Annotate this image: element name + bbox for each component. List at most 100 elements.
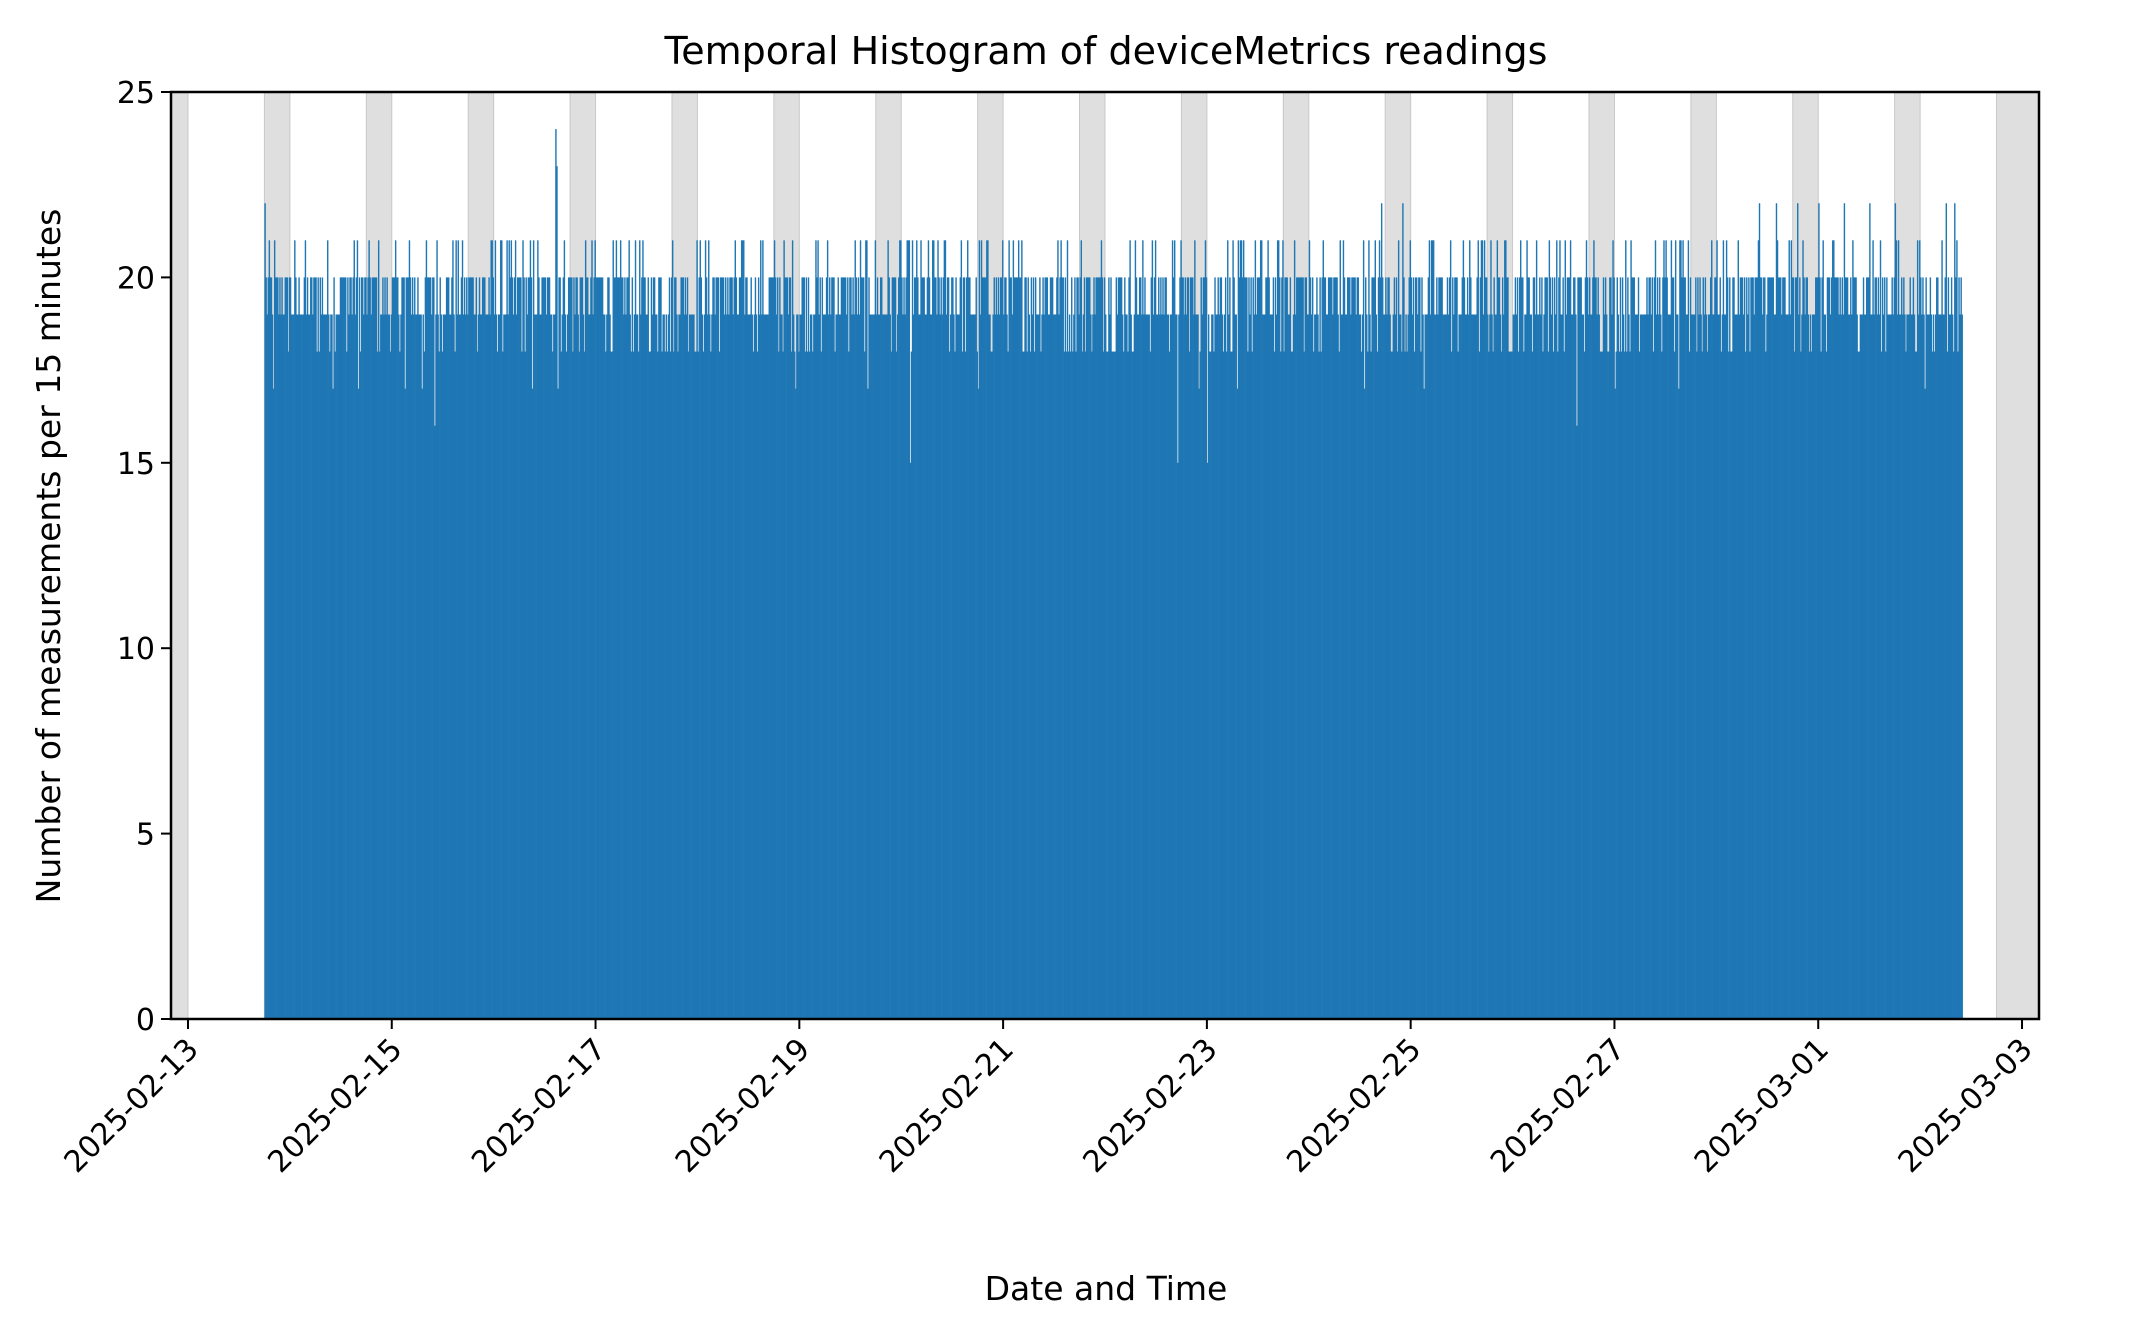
histogram-bar bbox=[293, 314, 295, 1020]
histogram-bar bbox=[1241, 277, 1244, 1019]
histogram-bar bbox=[1794, 277, 1797, 1019]
histogram-bar bbox=[1939, 314, 1941, 1020]
histogram-bar bbox=[760, 240, 762, 1019]
histogram-bar bbox=[1915, 351, 1918, 1019]
histogram-bar bbox=[521, 351, 523, 1019]
histogram-bar bbox=[1348, 277, 1350, 1019]
histogram-bar bbox=[1546, 277, 1548, 1019]
y-tick-label: 25 bbox=[117, 76, 155, 111]
histogram-bar bbox=[740, 240, 743, 1019]
histogram-bar bbox=[1301, 277, 1303, 1019]
histogram-bar bbox=[705, 277, 708, 1019]
histogram-bar bbox=[1402, 203, 1404, 1020]
histogram-bar bbox=[938, 277, 940, 1019]
histogram-bar bbox=[1358, 314, 1361, 1020]
histogram-bar bbox=[916, 240, 918, 1019]
histogram-bar bbox=[1020, 277, 1022, 1019]
histogram-bar bbox=[1338, 351, 1340, 1019]
histogram-bar bbox=[1440, 277, 1442, 1019]
histogram-bar bbox=[1790, 240, 1793, 1019]
histogram-bar bbox=[442, 314, 445, 1020]
histogram-bar bbox=[1933, 351, 1936, 1019]
histogram-bar bbox=[624, 277, 626, 1019]
histogram-bar bbox=[1408, 277, 1410, 1019]
histogram-bar bbox=[1827, 277, 1830, 1019]
histogram-bar bbox=[1060, 240, 1062, 1019]
histogram-bar bbox=[1844, 277, 1847, 1019]
histogram-bar bbox=[1306, 314, 1309, 1020]
histogram-bar bbox=[1777, 277, 1780, 1019]
histogram-bar bbox=[625, 314, 627, 1020]
histogram-bar bbox=[1100, 240, 1103, 1019]
histogram-bar bbox=[1613, 277, 1615, 1019]
histogram-bar bbox=[1153, 277, 1156, 1019]
histogram-bar bbox=[576, 277, 578, 1019]
histogram-bar bbox=[1615, 351, 1617, 1019]
histogram-bar bbox=[998, 314, 1001, 1020]
histogram-bar bbox=[1950, 277, 1953, 1019]
histogram-bar bbox=[842, 277, 845, 1019]
histogram-bar bbox=[808, 351, 811, 1019]
histogram-bar bbox=[1397, 240, 1400, 1019]
histogram-bar bbox=[1036, 314, 1038, 1020]
histogram-bar bbox=[847, 277, 849, 1019]
histogram-bar bbox=[721, 277, 724, 1019]
histogram-bar bbox=[511, 277, 514, 1019]
histogram-bar bbox=[1659, 277, 1661, 1019]
histogram-bar bbox=[988, 314, 990, 1020]
histogram-bar bbox=[1013, 277, 1016, 1019]
histogram-bar bbox=[1050, 277, 1053, 1019]
histogram-bar bbox=[1111, 351, 1113, 1019]
histogram-bar bbox=[477, 314, 480, 1020]
histogram-bar bbox=[1523, 351, 1525, 1019]
histogram-bar bbox=[324, 314, 327, 1020]
histogram-bar bbox=[1203, 277, 1206, 1019]
histogram-bar bbox=[1190, 277, 1193, 1019]
histogram-bar bbox=[627, 277, 629, 1019]
histogram-bar bbox=[1578, 277, 1580, 1019]
histogram-bar bbox=[1175, 314, 1177, 1020]
histogram-bar bbox=[1259, 240, 1262, 1019]
histogram-bar bbox=[271, 314, 274, 1020]
histogram-bar bbox=[318, 351, 320, 1019]
histogram-bar bbox=[1570, 314, 1573, 1020]
histogram-bar bbox=[422, 314, 424, 1020]
histogram-bar bbox=[1880, 351, 1883, 1019]
histogram-bar bbox=[1079, 277, 1081, 1019]
histogram-bar bbox=[1250, 277, 1252, 1019]
histogram-bar bbox=[1340, 314, 1343, 1020]
histogram-bar bbox=[358, 277, 361, 1019]
histogram-bar bbox=[350, 277, 352, 1019]
histogram-bar bbox=[621, 277, 623, 1019]
histogram-bar bbox=[1181, 277, 1183, 1019]
histogram-bar bbox=[1835, 277, 1837, 1019]
histogram-bar bbox=[270, 277, 273, 1019]
histogram-bar bbox=[480, 314, 483, 1020]
histogram-bar bbox=[1049, 277, 1052, 1019]
histogram-bar bbox=[1742, 314, 1745, 1020]
histogram-bar bbox=[1024, 277, 1026, 1019]
histogram-bar bbox=[1012, 240, 1015, 1019]
histogram-bar bbox=[353, 240, 355, 1019]
histogram-bar bbox=[1318, 351, 1320, 1019]
histogram-bar bbox=[1165, 277, 1167, 1019]
histogram-bar bbox=[450, 314, 452, 1020]
histogram-bar bbox=[626, 277, 628, 1019]
histogram-bar bbox=[1391, 351, 1393, 1019]
histogram-bar bbox=[729, 277, 731, 1019]
histogram-bar bbox=[1319, 277, 1321, 1019]
histogram-bar bbox=[1355, 314, 1357, 1020]
histogram-bar bbox=[896, 314, 899, 1020]
histogram-bar bbox=[633, 314, 636, 1020]
histogram-bar bbox=[746, 277, 748, 1019]
histogram-bar bbox=[863, 277, 865, 1019]
histogram-bar bbox=[720, 277, 723, 1019]
histogram-bar bbox=[1105, 314, 1107, 1020]
histogram-bar bbox=[1216, 314, 1218, 1020]
histogram-bar bbox=[464, 314, 467, 1020]
histogram-bar bbox=[1336, 277, 1338, 1019]
histogram-bar bbox=[1691, 314, 1694, 1020]
histogram-bar bbox=[1436, 277, 1438, 1019]
histogram-bar bbox=[602, 314, 605, 1020]
histogram-bar bbox=[1361, 314, 1364, 1020]
